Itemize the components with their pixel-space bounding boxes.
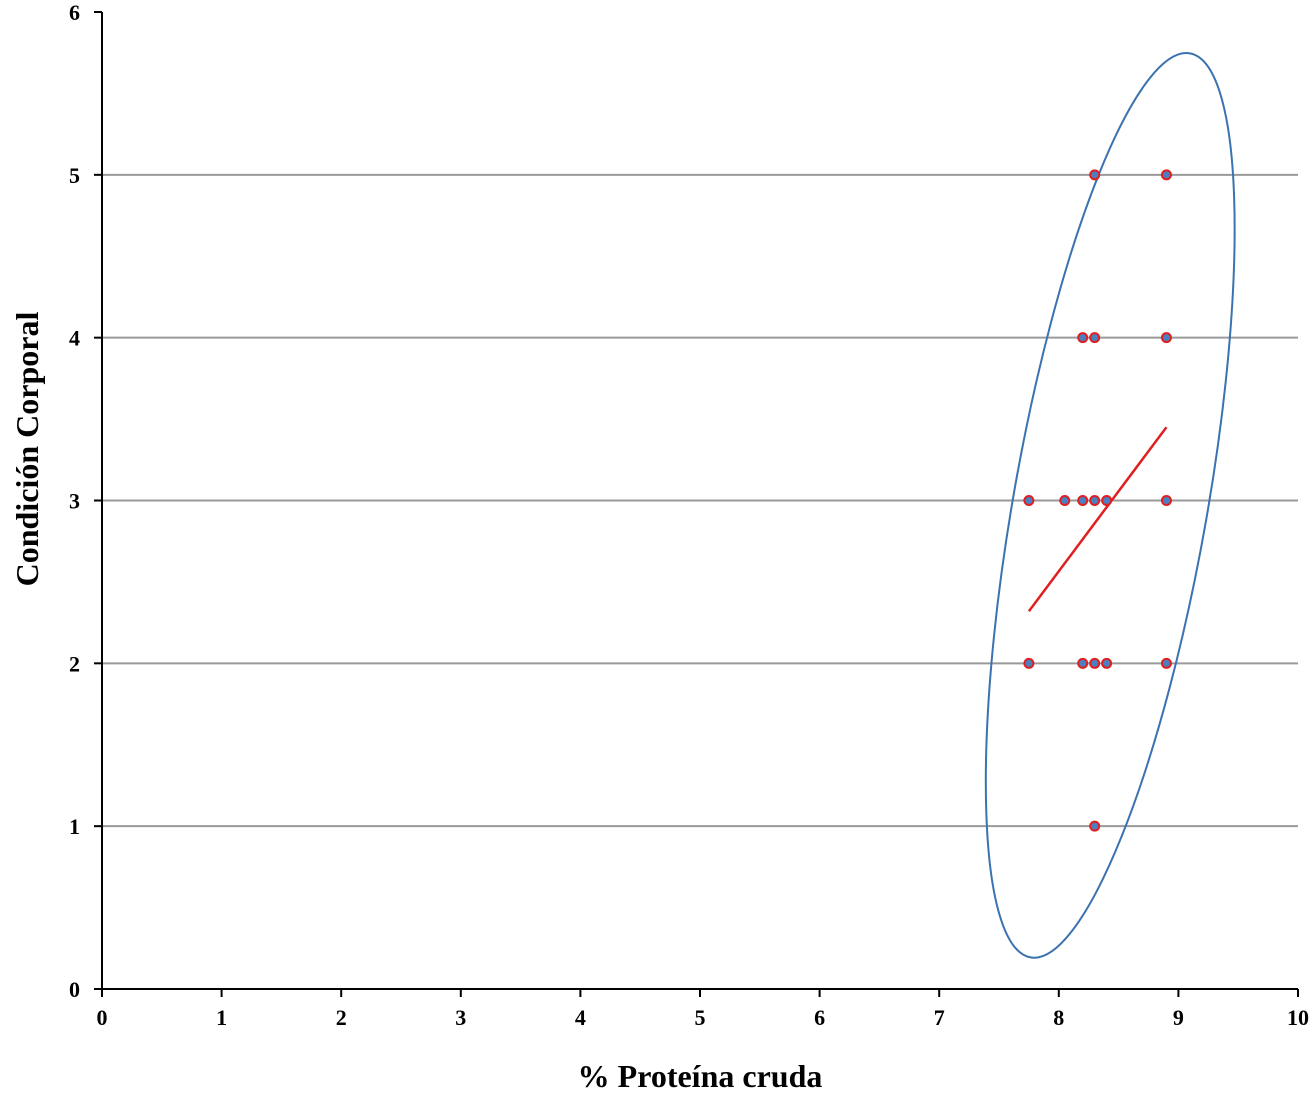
data-point [1077, 495, 1089, 506]
data-points [1023, 169, 1172, 832]
data-point [1160, 495, 1172, 506]
y-tick-labels: 0 1 2 3 4 5 6 [69, 0, 80, 1002]
data-point [1160, 169, 1172, 181]
y-tick-label-6: 6 [69, 0, 80, 25]
data-point [1089, 820, 1101, 832]
y-tick-label-3: 3 [69, 489, 80, 514]
x-axis-title: % Proteína cruda [578, 1058, 823, 1094]
data-point [1089, 657, 1101, 669]
x-tick-label-10: 10 [1287, 1005, 1309, 1030]
data-point [1089, 169, 1101, 181]
y-tick-label-0: 0 [69, 977, 80, 1002]
data-point [1089, 332, 1101, 344]
data-point [1101, 495, 1113, 506]
gridlines [102, 173, 1298, 828]
x-tick-label-7: 7 [934, 1005, 945, 1030]
data-point [1160, 332, 1172, 344]
x-tick-label-5: 5 [695, 1005, 706, 1030]
axes [94, 11, 1299, 997]
data-point [1023, 495, 1035, 506]
x-tick-label-8: 8 [1053, 1005, 1064, 1030]
confidence-ellipse [984, 52, 1236, 959]
x-tick-label-6: 6 [814, 1005, 825, 1030]
x-tick-label-1: 1 [216, 1005, 227, 1030]
data-point [1089, 495, 1101, 506]
data-point [1059, 495, 1071, 506]
x-tick-labels: 0 1 2 3 4 5 6 7 8 9 10 [97, 1005, 1310, 1030]
y-tick-label-4: 4 [69, 326, 80, 351]
y-tick-label-2: 2 [69, 651, 80, 676]
data-point [1023, 657, 1035, 669]
data-point [1077, 657, 1089, 669]
data-point [1101, 657, 1113, 669]
data-point [1160, 657, 1172, 669]
y-tick-label-5: 5 [69, 163, 80, 188]
x-tick-label-4: 4 [575, 1005, 586, 1030]
x-tick-label-9: 9 [1173, 1005, 1184, 1030]
y-tick-label-1: 1 [69, 814, 80, 839]
trendline-layer [1027, 426, 1168, 612]
x-tick-label-3: 3 [455, 1005, 466, 1030]
x-tick-label-2: 2 [336, 1005, 347, 1030]
trendline [1027, 426, 1168, 612]
confidence-ellipse-layer [984, 52, 1236, 959]
y-axis-title: Condición Corporal [9, 312, 45, 587]
x-tick-label-0: 0 [97, 1005, 108, 1030]
data-point [1077, 332, 1089, 344]
